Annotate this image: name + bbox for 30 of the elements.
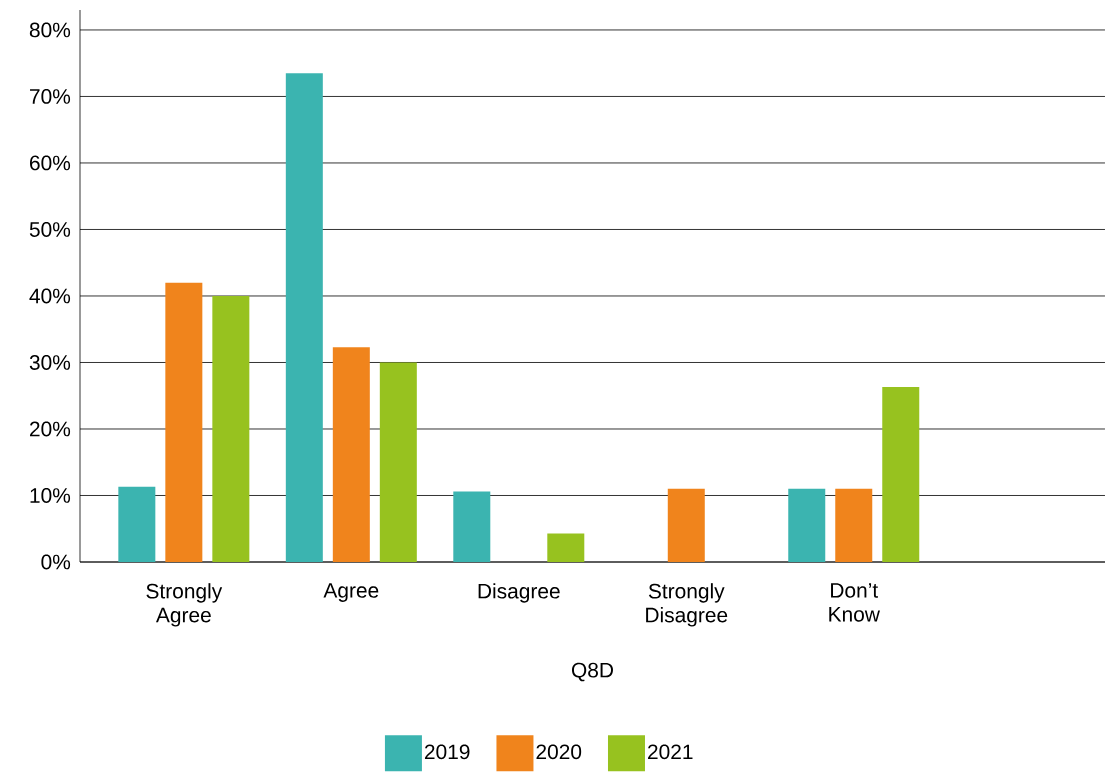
bar xyxy=(835,488,873,562)
y-tick-label: 20% xyxy=(30,421,71,437)
bar xyxy=(667,488,705,562)
x-tick-label: Don’t Know xyxy=(829,583,880,622)
y-tick-label: 80% xyxy=(29,22,71,38)
bar xyxy=(547,533,585,562)
x-axis-title: Q8D xyxy=(571,662,613,682)
y-tick-label: 70% xyxy=(30,89,71,104)
y-tick-label: 50% xyxy=(29,222,71,237)
y-tick-label: 60% xyxy=(30,155,71,171)
y-tick-label: 0% xyxy=(41,554,71,570)
legend-label: 2020 xyxy=(536,744,582,760)
bar xyxy=(285,73,323,562)
bar xyxy=(212,295,250,562)
legend-label: 2021 xyxy=(648,744,693,760)
bar xyxy=(882,387,920,562)
bar xyxy=(453,491,491,562)
x-tick-label: Disagree xyxy=(478,583,560,603)
y-tick-label: 10% xyxy=(30,488,71,503)
x-tick-label: Strongly Disagree xyxy=(646,583,728,627)
bar xyxy=(788,488,826,562)
y-tick-label: 30% xyxy=(29,355,71,370)
x-tick-label: Agree xyxy=(323,583,379,602)
bar xyxy=(379,362,417,562)
legend-label: 2019 xyxy=(424,744,470,760)
bar xyxy=(118,486,156,562)
y-tick-label: 40% xyxy=(29,288,71,304)
bar xyxy=(332,347,370,562)
x-tick-label: Strongly Agree xyxy=(146,583,223,627)
bar xyxy=(165,282,203,562)
